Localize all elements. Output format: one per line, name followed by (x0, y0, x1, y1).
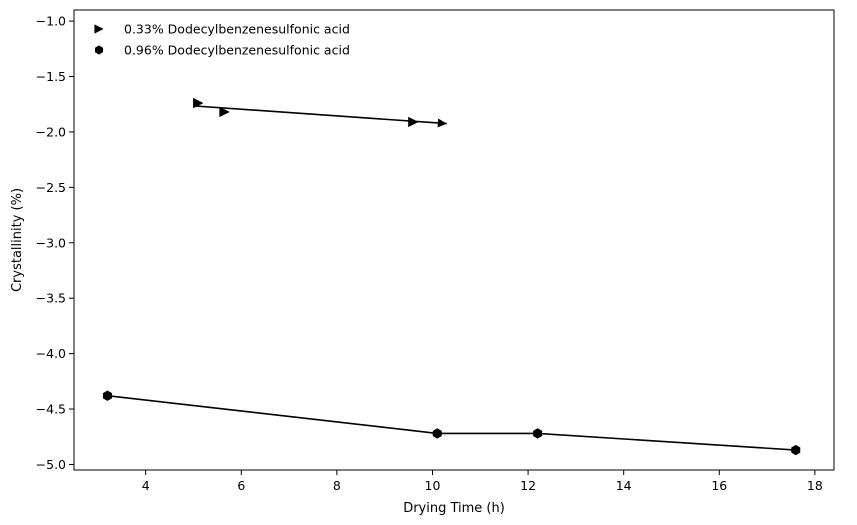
series-1-line (193, 105, 447, 125)
series-1-point (219, 106, 230, 118)
x-tick-label: 18 (807, 478, 823, 493)
y-axis: −1.0 −1.5 −2.0 −2.5 −3.0 −3.5 −4.0 −4.5 −5.0 (36, 14, 74, 472)
series-2-line (107, 394, 796, 451)
plot-area (73, 9, 835, 471)
x-tick-label: 12 (520, 478, 536, 493)
y-tick-label: −4.5 (36, 402, 66, 417)
y-tick-label: −4.0 (36, 346, 66, 361)
y-tick-label: −1.0 (36, 14, 66, 29)
series-2 (102, 390, 801, 456)
series-1 (193, 97, 447, 128)
x-axis-title: Drying Time (h) (403, 501, 505, 516)
x-tick-label: 16 (711, 478, 727, 493)
series-2-point (102, 390, 112, 401)
series-1-point (193, 97, 204, 109)
x-tick-label: 14 (616, 478, 632, 493)
x-tick-label: 6 (237, 478, 245, 493)
x-tick-label: 10 (425, 478, 441, 493)
plot-frame (73, 9, 835, 471)
y-tick-label: −3.5 (36, 291, 66, 306)
series-layer (102, 97, 801, 456)
y-tick-label: −5.0 (36, 457, 66, 472)
y-tick-label: −1.5 (36, 69, 66, 84)
y-axis-title: Crystallinity (%) (10, 188, 25, 292)
x-tick-label: 4 (142, 478, 150, 493)
y-tick-label: −3.0 (36, 235, 66, 250)
x-axis: 4 6 8 10 12 14 16 18 (142, 470, 823, 493)
series-2-point (432, 428, 442, 439)
legend-marker-2 (95, 45, 103, 55)
legend-label-2: 0.96% Dodecylbenzenesulfonic acid (124, 43, 350, 58)
y-tick-label: −2.0 (36, 124, 66, 139)
series-1-point (408, 116, 419, 128)
series-2-point (791, 444, 801, 456)
trend-arrow-head (437, 118, 447, 128)
legend-marker-1 (94, 24, 104, 34)
x-tick-label: 8 (333, 478, 341, 493)
series-2-point (533, 428, 543, 439)
legend-label-1: 0.33% Dodecylbenzenesulfonic acid (124, 22, 350, 37)
y-tick-label: −2.5 (36, 180, 66, 195)
legend: 0.33% Dodecylbenzenesulfonic acid 0.96% D… (94, 22, 350, 58)
